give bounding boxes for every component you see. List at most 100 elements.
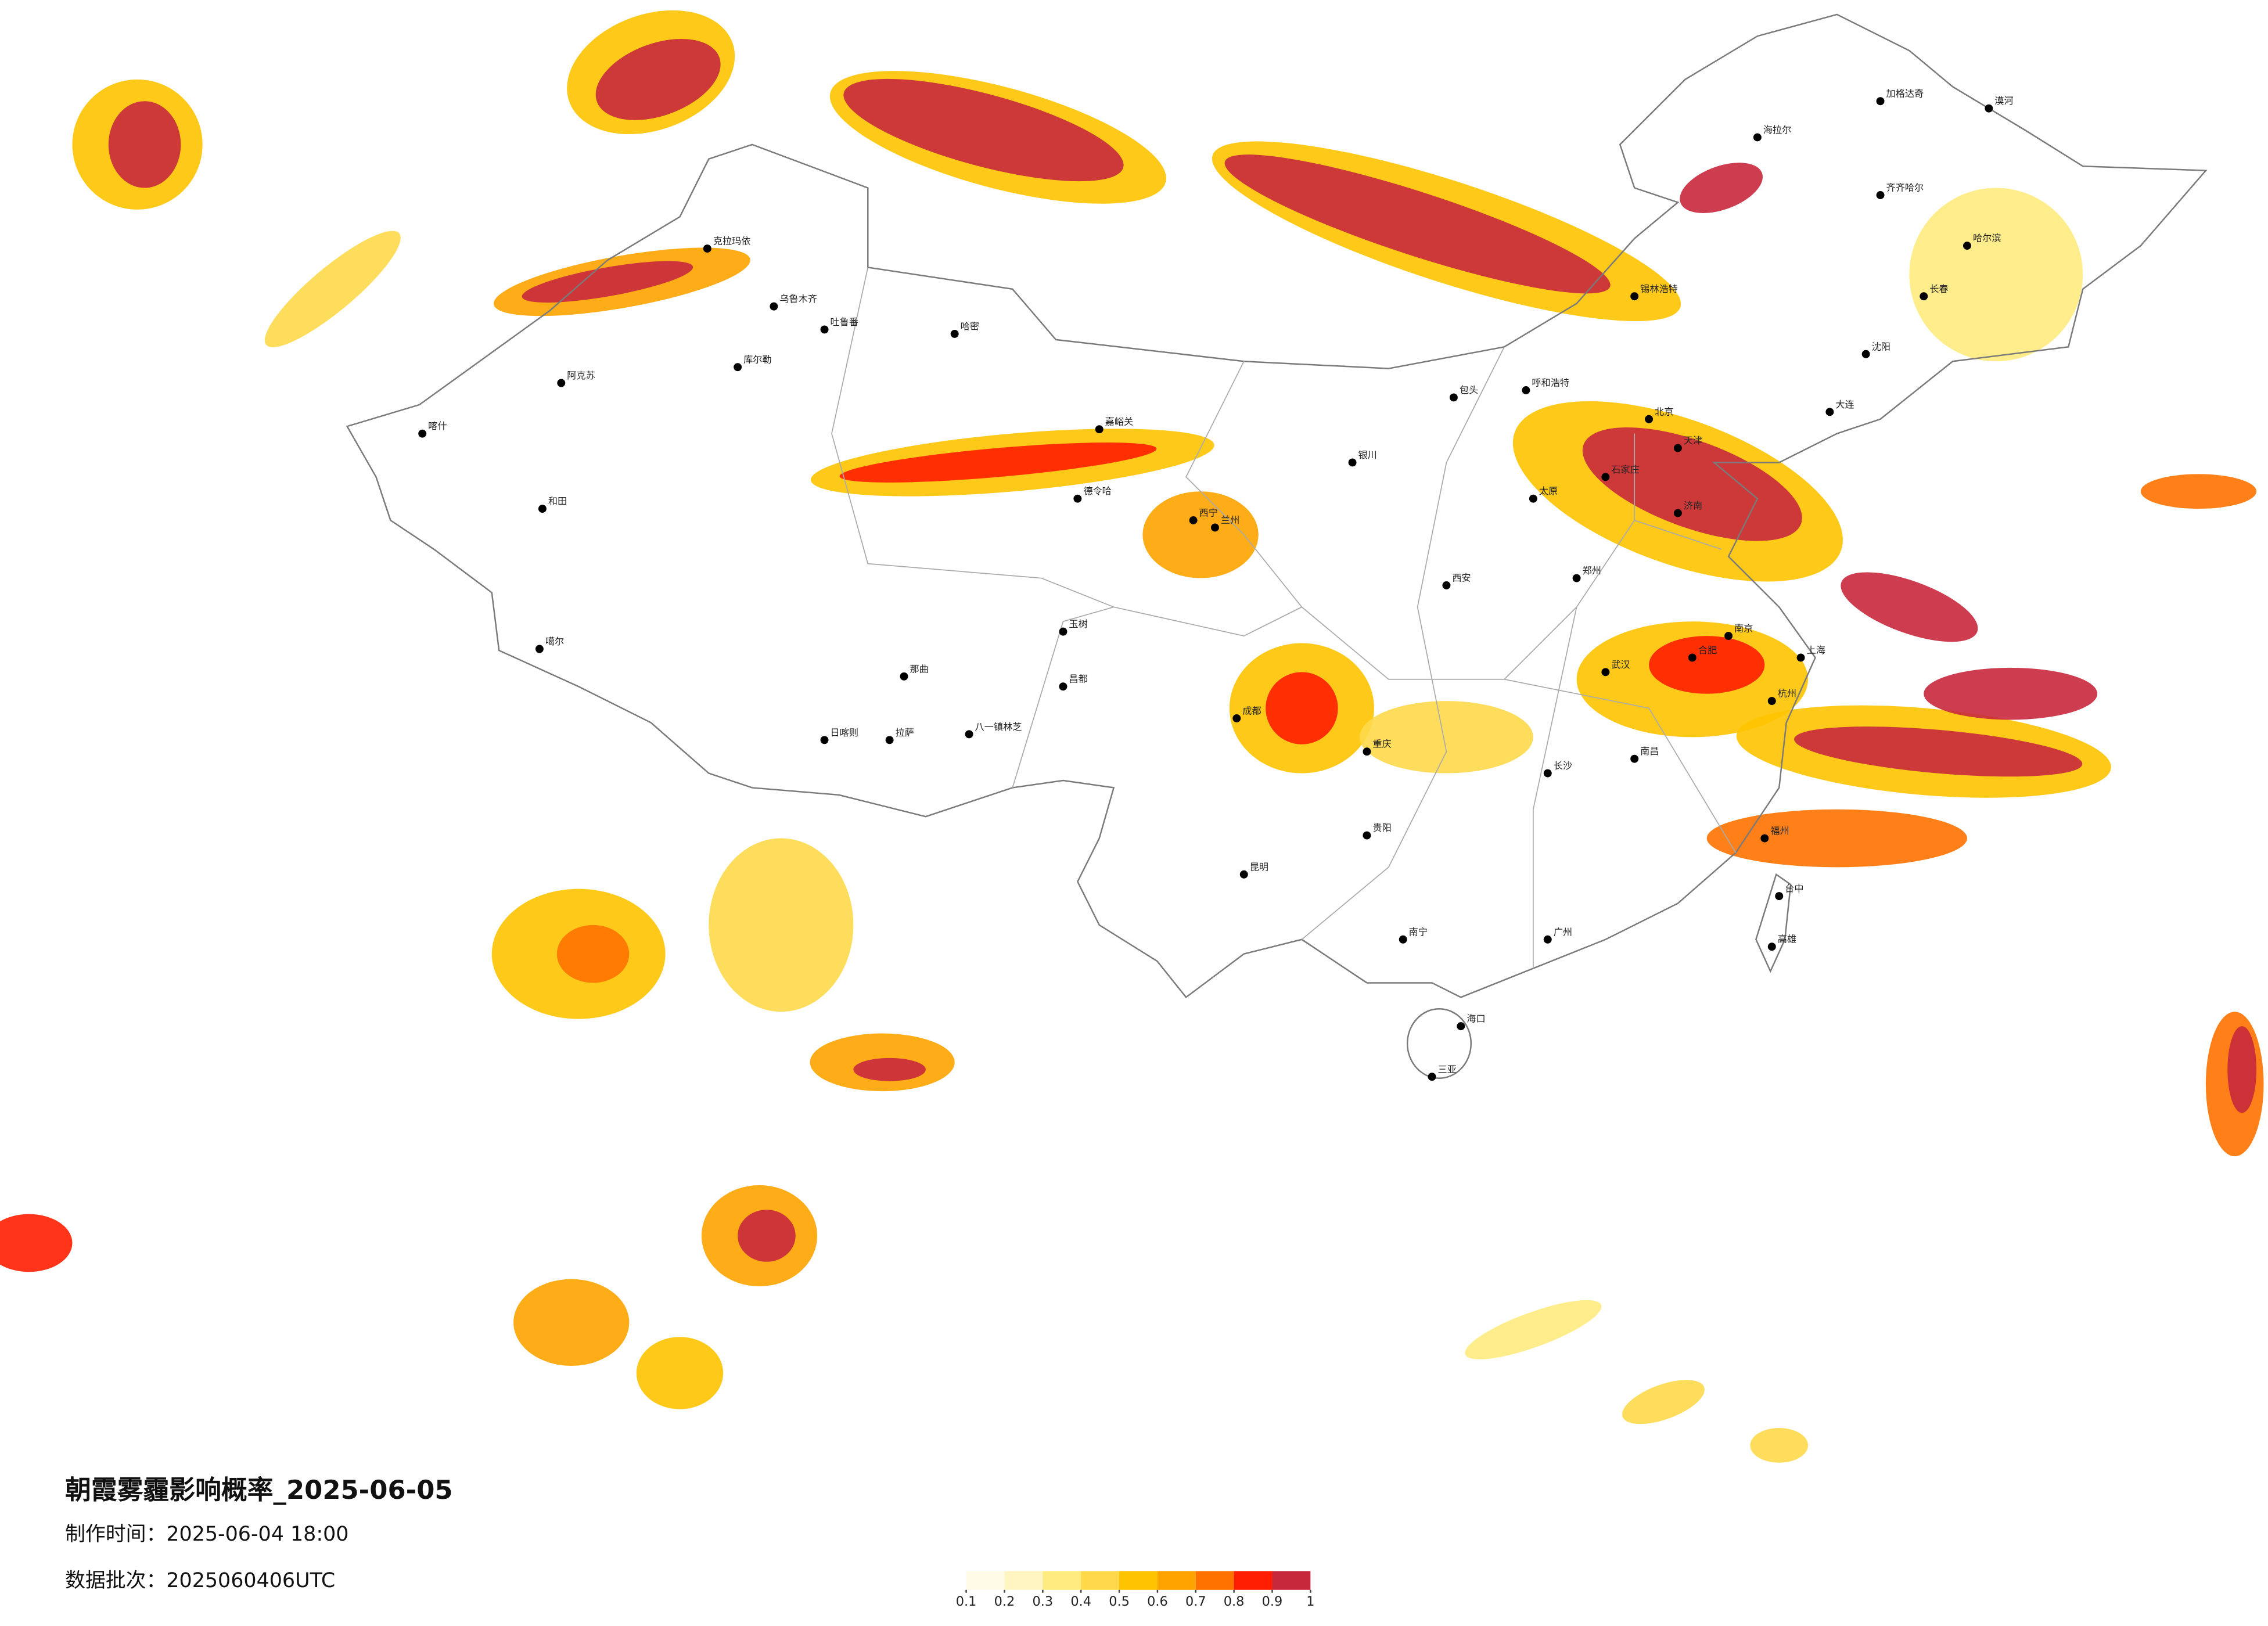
city-dot bbox=[1543, 935, 1552, 944]
city-dot bbox=[1775, 892, 1784, 901]
city-dot bbox=[1095, 425, 1104, 434]
city-dot bbox=[1232, 714, 1241, 722]
city-label: 台中 bbox=[1785, 883, 1803, 894]
haze-patch bbox=[522, 261, 693, 303]
haze-patch bbox=[0, 1214, 73, 1272]
legend-cell bbox=[1043, 1571, 1081, 1590]
city-dot bbox=[1457, 1022, 1465, 1031]
haze-patch bbox=[1750, 1428, 1809, 1463]
haze-patch bbox=[595, 38, 721, 120]
taiwan bbox=[1755, 873, 1792, 973]
city-dot bbox=[1522, 386, 1530, 394]
haze-patch bbox=[1582, 427, 1802, 541]
legend: 0.1 0.2 0.3 0.4 0.5 0.6 0.7 0.8 0.9 1 bbox=[956, 1571, 1314, 1609]
city-label: 昆明 bbox=[1250, 861, 1268, 872]
legend-cell bbox=[1004, 1571, 1043, 1590]
production-time: 制作时间：2025-06-04 18:00 bbox=[65, 1523, 348, 1546]
city-dot bbox=[1876, 97, 1885, 106]
legend-cell bbox=[1195, 1571, 1234, 1590]
haze-patch bbox=[839, 443, 1157, 483]
haze-patch bbox=[738, 1210, 796, 1262]
city-dot bbox=[1796, 653, 1805, 662]
legend-cell bbox=[1234, 1571, 1273, 1590]
city-label: 哈密 bbox=[961, 321, 979, 332]
legend-tick-label: 0.2 bbox=[994, 1594, 1015, 1609]
legend-tick-label: 0.4 bbox=[1070, 1594, 1091, 1609]
city-dot bbox=[1543, 769, 1552, 778]
city-dot bbox=[1399, 935, 1407, 944]
city-label: 八一镇林芝 bbox=[975, 721, 1022, 732]
city-dot bbox=[1059, 627, 1067, 636]
city-dot bbox=[965, 730, 973, 739]
legend-tick-label: 0.8 bbox=[1224, 1594, 1245, 1609]
city-dot bbox=[1363, 831, 1371, 840]
haze-patch bbox=[1622, 1380, 1705, 1424]
city-dot bbox=[1767, 942, 1776, 951]
city-label: 加格达奇 bbox=[1886, 88, 1924, 99]
city-label: 日喀则 bbox=[831, 727, 859, 738]
city-label: 南宁 bbox=[1409, 926, 1428, 937]
city-label: 上海 bbox=[1807, 645, 1825, 656]
city-label: 嘉峪关 bbox=[1105, 416, 1134, 427]
haze-patch bbox=[1706, 809, 1967, 868]
city-dot bbox=[820, 736, 829, 744]
legend-tick-label: 0.9 bbox=[1262, 1594, 1283, 1609]
city-label: 天津 bbox=[1684, 435, 1702, 446]
city-label: 重庆 bbox=[1372, 739, 1391, 750]
city-label: 三亚 bbox=[1437, 1064, 1456, 1075]
city-label: 喀什 bbox=[428, 420, 447, 431]
legend-tick-label: 0.1 bbox=[956, 1594, 977, 1609]
city-label: 克拉玛依 bbox=[713, 236, 751, 247]
haze-patch bbox=[1224, 154, 1611, 294]
city-dot bbox=[1529, 494, 1537, 503]
legend-cell bbox=[1272, 1571, 1311, 1590]
data-batch: 数据批次：2025060406UTC bbox=[65, 1569, 335, 1592]
city-label: 漠河 bbox=[1994, 95, 2013, 106]
city-dot bbox=[1963, 242, 1971, 250]
city-label: 成都 bbox=[1242, 706, 1261, 717]
city-dot bbox=[1767, 697, 1776, 706]
city-label: 玉树 bbox=[1069, 618, 1087, 629]
city-dot bbox=[1189, 516, 1198, 524]
city-label: 拉萨 bbox=[896, 727, 914, 738]
city-dot bbox=[820, 325, 829, 334]
city-dot bbox=[1673, 444, 1682, 452]
haze-patch bbox=[636, 1337, 724, 1409]
city-label: 郑州 bbox=[1583, 565, 1601, 576]
haze-patch bbox=[1680, 163, 1763, 213]
legend-tick-label: 0.7 bbox=[1185, 1594, 1206, 1609]
haze-patch bbox=[513, 1279, 630, 1366]
city-dot bbox=[1876, 191, 1885, 199]
city-label: 南昌 bbox=[1640, 746, 1659, 757]
city-label: 兰州 bbox=[1221, 515, 1239, 526]
legend-cell bbox=[1157, 1571, 1196, 1590]
city-dot bbox=[1601, 668, 1610, 677]
city-label: 大连 bbox=[1835, 399, 1854, 410]
city-label: 锡林浩特 bbox=[1640, 283, 1678, 294]
city-label: 福州 bbox=[1770, 825, 1789, 836]
legend-cell bbox=[966, 1571, 1005, 1590]
city-label: 呼和浩特 bbox=[1532, 377, 1569, 388]
city-label: 沈阳 bbox=[1872, 341, 1890, 352]
city-dot bbox=[900, 672, 908, 681]
city-dot bbox=[1348, 458, 1357, 467]
city-label: 和田 bbox=[548, 496, 567, 507]
city-label: 长沙 bbox=[1554, 760, 1572, 771]
city-dot bbox=[1428, 1073, 1436, 1081]
city-dot bbox=[1442, 581, 1451, 589]
city-dot bbox=[1673, 509, 1682, 517]
city-dot bbox=[557, 379, 566, 387]
city-dot bbox=[1630, 292, 1639, 301]
city-label: 德令哈 bbox=[1083, 485, 1112, 497]
city-label: 太原 bbox=[1539, 485, 1558, 497]
city-label: 库尔勒 bbox=[743, 354, 772, 365]
city-dot bbox=[535, 645, 544, 653]
haze-patch bbox=[1794, 726, 2083, 777]
legend-tick-label: 0.5 bbox=[1109, 1594, 1130, 1609]
country-outline bbox=[346, 13, 2208, 1079]
city-label: 武汉 bbox=[1611, 659, 1630, 670]
province-lines bbox=[831, 267, 1737, 969]
